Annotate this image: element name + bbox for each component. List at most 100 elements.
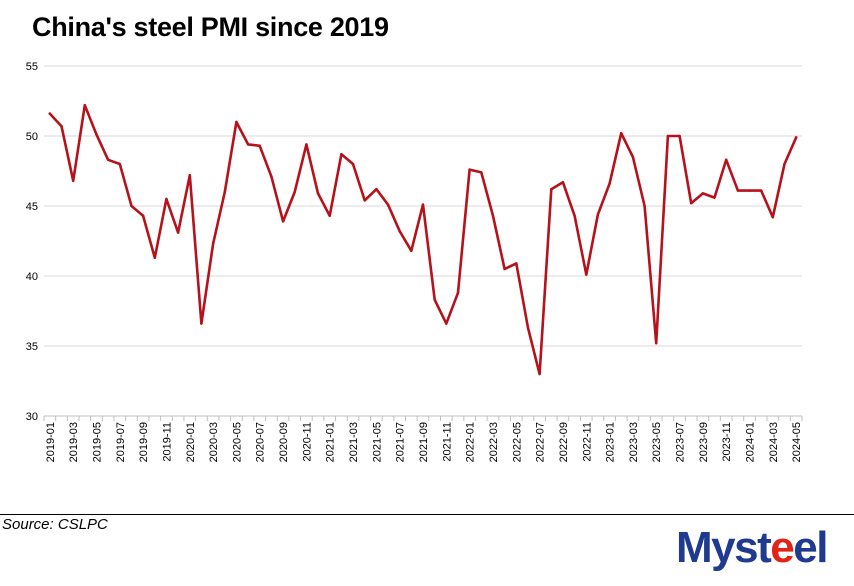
x-tick-label: 2022-09 — [558, 422, 570, 462]
chart-title: China's steel PMI since 2019 — [32, 12, 389, 42]
data-point — [153, 256, 156, 259]
x-tick-label: 2021-03 — [348, 422, 360, 462]
data-point — [363, 199, 366, 202]
data-point — [270, 175, 273, 178]
data-point — [783, 162, 786, 166]
x-tick-label: 2023-05 — [651, 422, 663, 462]
mysteel-logo: Mysteel — [676, 523, 828, 572]
data-point — [211, 242, 215, 245]
data-point — [305, 143, 308, 146]
data-point — [678, 134, 681, 138]
x-tick-label: 2020-09 — [278, 422, 290, 462]
x-tick-label: 2021-07 — [395, 422, 407, 462]
data-point — [643, 204, 646, 208]
data-point — [223, 190, 226, 194]
x-tick-label: 2023-01 — [605, 422, 617, 462]
data-point — [60, 125, 63, 128]
data-point — [95, 133, 98, 136]
x-tick-label: 2024-03 — [768, 422, 780, 462]
data-point — [433, 298, 436, 301]
data-point — [596, 213, 600, 216]
data-point — [48, 112, 52, 115]
data-point — [491, 214, 495, 217]
data-point — [410, 249, 413, 252]
data-point — [771, 216, 775, 219]
svg-text:Mysteel: Mysteel — [676, 523, 827, 572]
x-tick-label: 2021-11 — [441, 422, 453, 462]
data-point — [701, 192, 705, 195]
data-point — [316, 192, 320, 195]
data-point — [165, 197, 168, 201]
y-tick-label: 45 — [26, 201, 38, 213]
data-point — [550, 188, 553, 191]
x-tick-label: 2022-11 — [581, 422, 593, 462]
data-point — [620, 132, 623, 135]
data-point — [293, 190, 296, 194]
data-point — [690, 202, 693, 205]
x-tick-label: 2019-03 — [68, 422, 80, 462]
y-tick-label: 40 — [26, 271, 38, 283]
data-point — [106, 158, 110, 161]
data-point — [538, 372, 541, 376]
data-point — [200, 322, 203, 325]
data-point — [386, 203, 390, 206]
x-tick-label: 2024-05 — [791, 422, 803, 462]
x-tick-label: 2024-01 — [745, 422, 757, 462]
x-tick-label: 2023-03 — [628, 422, 640, 462]
data-point — [188, 174, 191, 177]
x-tick-label: 2019-01 — [45, 422, 57, 462]
data-point — [83, 104, 87, 107]
y-tick-label: 35 — [26, 341, 38, 353]
data-point — [445, 322, 448, 325]
data-point — [281, 220, 285, 223]
x-axis — [43, 415, 803, 421]
data-point — [666, 134, 670, 138]
data-point — [118, 162, 122, 166]
series — [48, 103, 798, 376]
data-point — [759, 189, 763, 192]
x-tick-label: 2019-07 — [115, 422, 127, 462]
x-tick-label: 2023-07 — [675, 422, 687, 462]
data-point — [561, 181, 565, 184]
x-tick-label: 2021-05 — [371, 422, 383, 462]
y-axis-ticks: 30 35 40 45 50 55 — [26, 61, 38, 423]
x-tick-label: 2021-01 — [325, 422, 337, 462]
x-tick-label: 2022-03 — [488, 422, 500, 462]
data-point — [585, 273, 588, 276]
x-tick-label: 2020-11 — [301, 422, 313, 462]
data-point — [340, 153, 343, 156]
data-point — [258, 144, 261, 147]
source-note: Source: CSLPC — [2, 516, 108, 533]
x-tick-label: 2022-05 — [511, 422, 523, 462]
data-point — [130, 204, 133, 208]
data-point — [235, 120, 238, 124]
data-point — [351, 162, 355, 166]
x-axis-ticks: 2019-01 2019-03 2019-05 2019-07 2019-09 2019-… — [45, 422, 803, 462]
data-point — [725, 158, 728, 161]
x-tick-label: 2022-07 — [535, 422, 547, 462]
x-tick-label: 2019-11 — [161, 422, 173, 462]
data-point — [480, 171, 483, 174]
data-point — [328, 214, 331, 217]
y-tick-label: 30 — [26, 411, 38, 423]
data-point — [176, 231, 180, 234]
data-point — [713, 196, 716, 199]
data-point — [456, 291, 460, 294]
data-point — [375, 188, 378, 191]
y-tick-label: 50 — [26, 131, 38, 143]
x-tick-label: 2020-05 — [231, 422, 243, 462]
x-tick-label: 2019-05 — [91, 422, 103, 462]
data-point — [526, 326, 530, 329]
data-point — [608, 182, 611, 185]
data-point — [631, 155, 635, 159]
data-point — [468, 168, 471, 171]
data-point — [515, 262, 518, 265]
x-tick-label: 2020-07 — [255, 422, 267, 462]
x-tick-label: 2020-01 — [185, 422, 197, 462]
footer-rule — [0, 514, 854, 515]
data-point — [736, 189, 740, 192]
data-point — [503, 267, 506, 271]
data-point — [655, 342, 658, 345]
x-tick-label: 2020-03 — [208, 422, 220, 462]
